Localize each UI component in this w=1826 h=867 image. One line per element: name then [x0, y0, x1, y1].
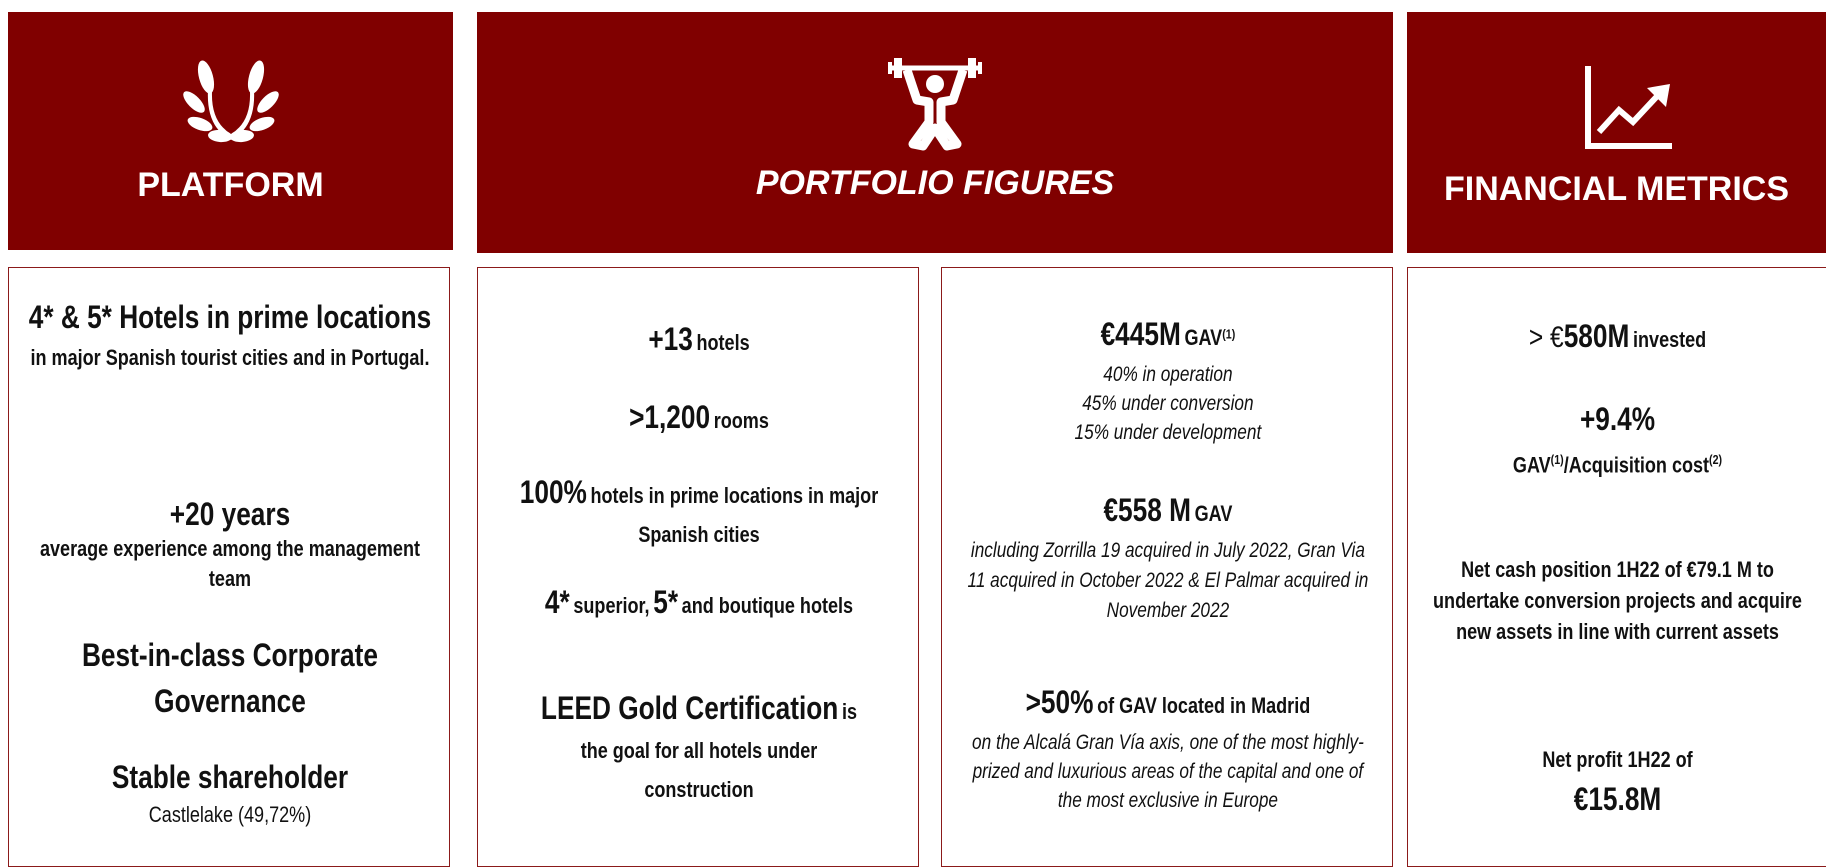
item-text: Castlelake (49,72%): [148, 802, 312, 827]
invested-label: invested: [1633, 327, 1707, 352]
financial-box: > €580M invested +9.4% GAV(1)/Acquisitio…: [1407, 267, 1826, 867]
figure-text: rooms: [713, 408, 769, 433]
figure: +13 hotels: [493, 319, 905, 366]
valuation-box: €445M GAV(1) 40% in operation 45% under …: [941, 267, 1393, 867]
platform-header: PLATFORM: [8, 12, 453, 250]
valuation-label: of GAV located in Madrid: [1097, 693, 1311, 718]
return-value: +9.4%: [1579, 401, 1656, 437]
laurel-icon: [183, 60, 279, 143]
figure-text: superior,: [573, 593, 650, 618]
valuation-detail: on the Alcalá Gran Vía axis, one of the …: [972, 731, 1364, 812]
portfolio-header: PORTFOLIO FIGURES: [477, 12, 1393, 253]
valuation-item: €558 M GAV including Zorrilla 19 acquire…: [957, 491, 1379, 626]
item-heading: Best-in-class Corporate Governance: [81, 637, 378, 719]
figure-value: 5*: [653, 584, 679, 620]
valuation-detail: 45% under conversion: [1082, 392, 1254, 415]
figure: >1,200 rooms: [493, 397, 905, 444]
platform-box: 4* & 5* Hotels in prime locations in maj…: [8, 267, 450, 867]
label-part: /Acquisition cost: [1563, 452, 1710, 478]
cash-text: Net cash position 1H22 of €79.1 M to und…: [1433, 557, 1802, 644]
valuation-detail: 15% under development: [1074, 421, 1262, 444]
valuation-value: >50%: [1025, 684, 1094, 720]
header-title: PORTFOLIO FIGURES: [755, 164, 1115, 202]
valuation-item: >50% of GAV located in Madrid on the Alc…: [957, 683, 1379, 815]
platform-item: Stable shareholder Castlelake (49,72%): [24, 757, 436, 833]
figure: 100% hotels in prime locations in major …: [511, 474, 887, 556]
label-part: GAV: [1512, 452, 1551, 478]
valuation-detail: 40% in operation: [1103, 363, 1233, 386]
figure-value: 4*: [544, 584, 570, 620]
valuation-label: GAV: [1184, 325, 1223, 350]
item-heading: +20 years: [169, 496, 291, 532]
figure-text: hotels: [696, 330, 750, 355]
platform-item: +20 years average experience among the m…: [24, 494, 436, 594]
page: PLATFORM PORTFOLIO FIGURES FINANCIAL MET…: [8, 12, 1826, 867]
financial-item: +9.4% GAV(1)/Acquisition cost(2): [1498, 400, 1737, 481]
figure-value: >1,200: [629, 399, 711, 435]
note-ref: (2): [1709, 452, 1723, 467]
figure: 4* superior, 5* and boutique hotels: [493, 584, 905, 627]
valuation-label: GAV: [1194, 501, 1233, 526]
item-heading: 4* & 5* Hotels in prime locations: [28, 299, 432, 335]
header-title: PLATFORM: [137, 166, 324, 204]
return-label: GAV(1)/Acquisition cost(2): [1498, 444, 1737, 481]
profit-label: Net profit 1H22 of: [1542, 747, 1693, 772]
profit-value: €15.8M: [1573, 781, 1662, 817]
financial-header: FINANCIAL METRICS: [1407, 12, 1826, 253]
item-heading: Stable shareholder: [111, 759, 349, 795]
figure: LEED Gold Certification is the goal for …: [527, 690, 871, 811]
item-text: average experience among the management …: [39, 536, 420, 591]
chart-icon: [1585, 66, 1672, 149]
item-text: in major Spanish tourist cities and in P…: [30, 345, 430, 370]
figure-value: 100%: [519, 474, 587, 510]
platform-item: 4* & 5* Hotels in prime locations in maj…: [24, 291, 436, 372]
figure-value: LEED Gold Certification: [540, 690, 839, 726]
figure-text: hotels in prime locations in major Spani…: [590, 483, 879, 547]
figures-box: +13 hotels >1,200 rooms 100% hotels in p…: [477, 267, 919, 867]
valuation-item: €445M GAV(1) 40% in operation 45% under …: [957, 315, 1379, 447]
weightlifter-icon: [888, 58, 982, 151]
valuation-value: €558 M: [1103, 492, 1191, 528]
valuation-detail: including Zorrilla 19 acquired in July 2…: [967, 539, 1369, 622]
figure-text: is the goal for all hotels under constru…: [580, 699, 858, 802]
valuation-value: €445M: [1100, 316, 1181, 352]
invested-prefix: > €: [1528, 321, 1564, 354]
header-title: FINANCIAL METRICS: [1443, 170, 1790, 208]
figure-value: +13: [648, 321, 693, 357]
invested-value: 580M: [1563, 318, 1630, 354]
note-ref: (1): [1222, 326, 1236, 342]
figure-text: and boutique hotels: [681, 593, 854, 618]
platform-item: Best-in-class Corporate Governance: [24, 632, 436, 724]
financial-item: Net profit 1H22 of €15.8M: [1423, 743, 1813, 821]
note-ref: (1): [1550, 452, 1564, 467]
financial-item: > €580M invested: [1423, 317, 1813, 362]
